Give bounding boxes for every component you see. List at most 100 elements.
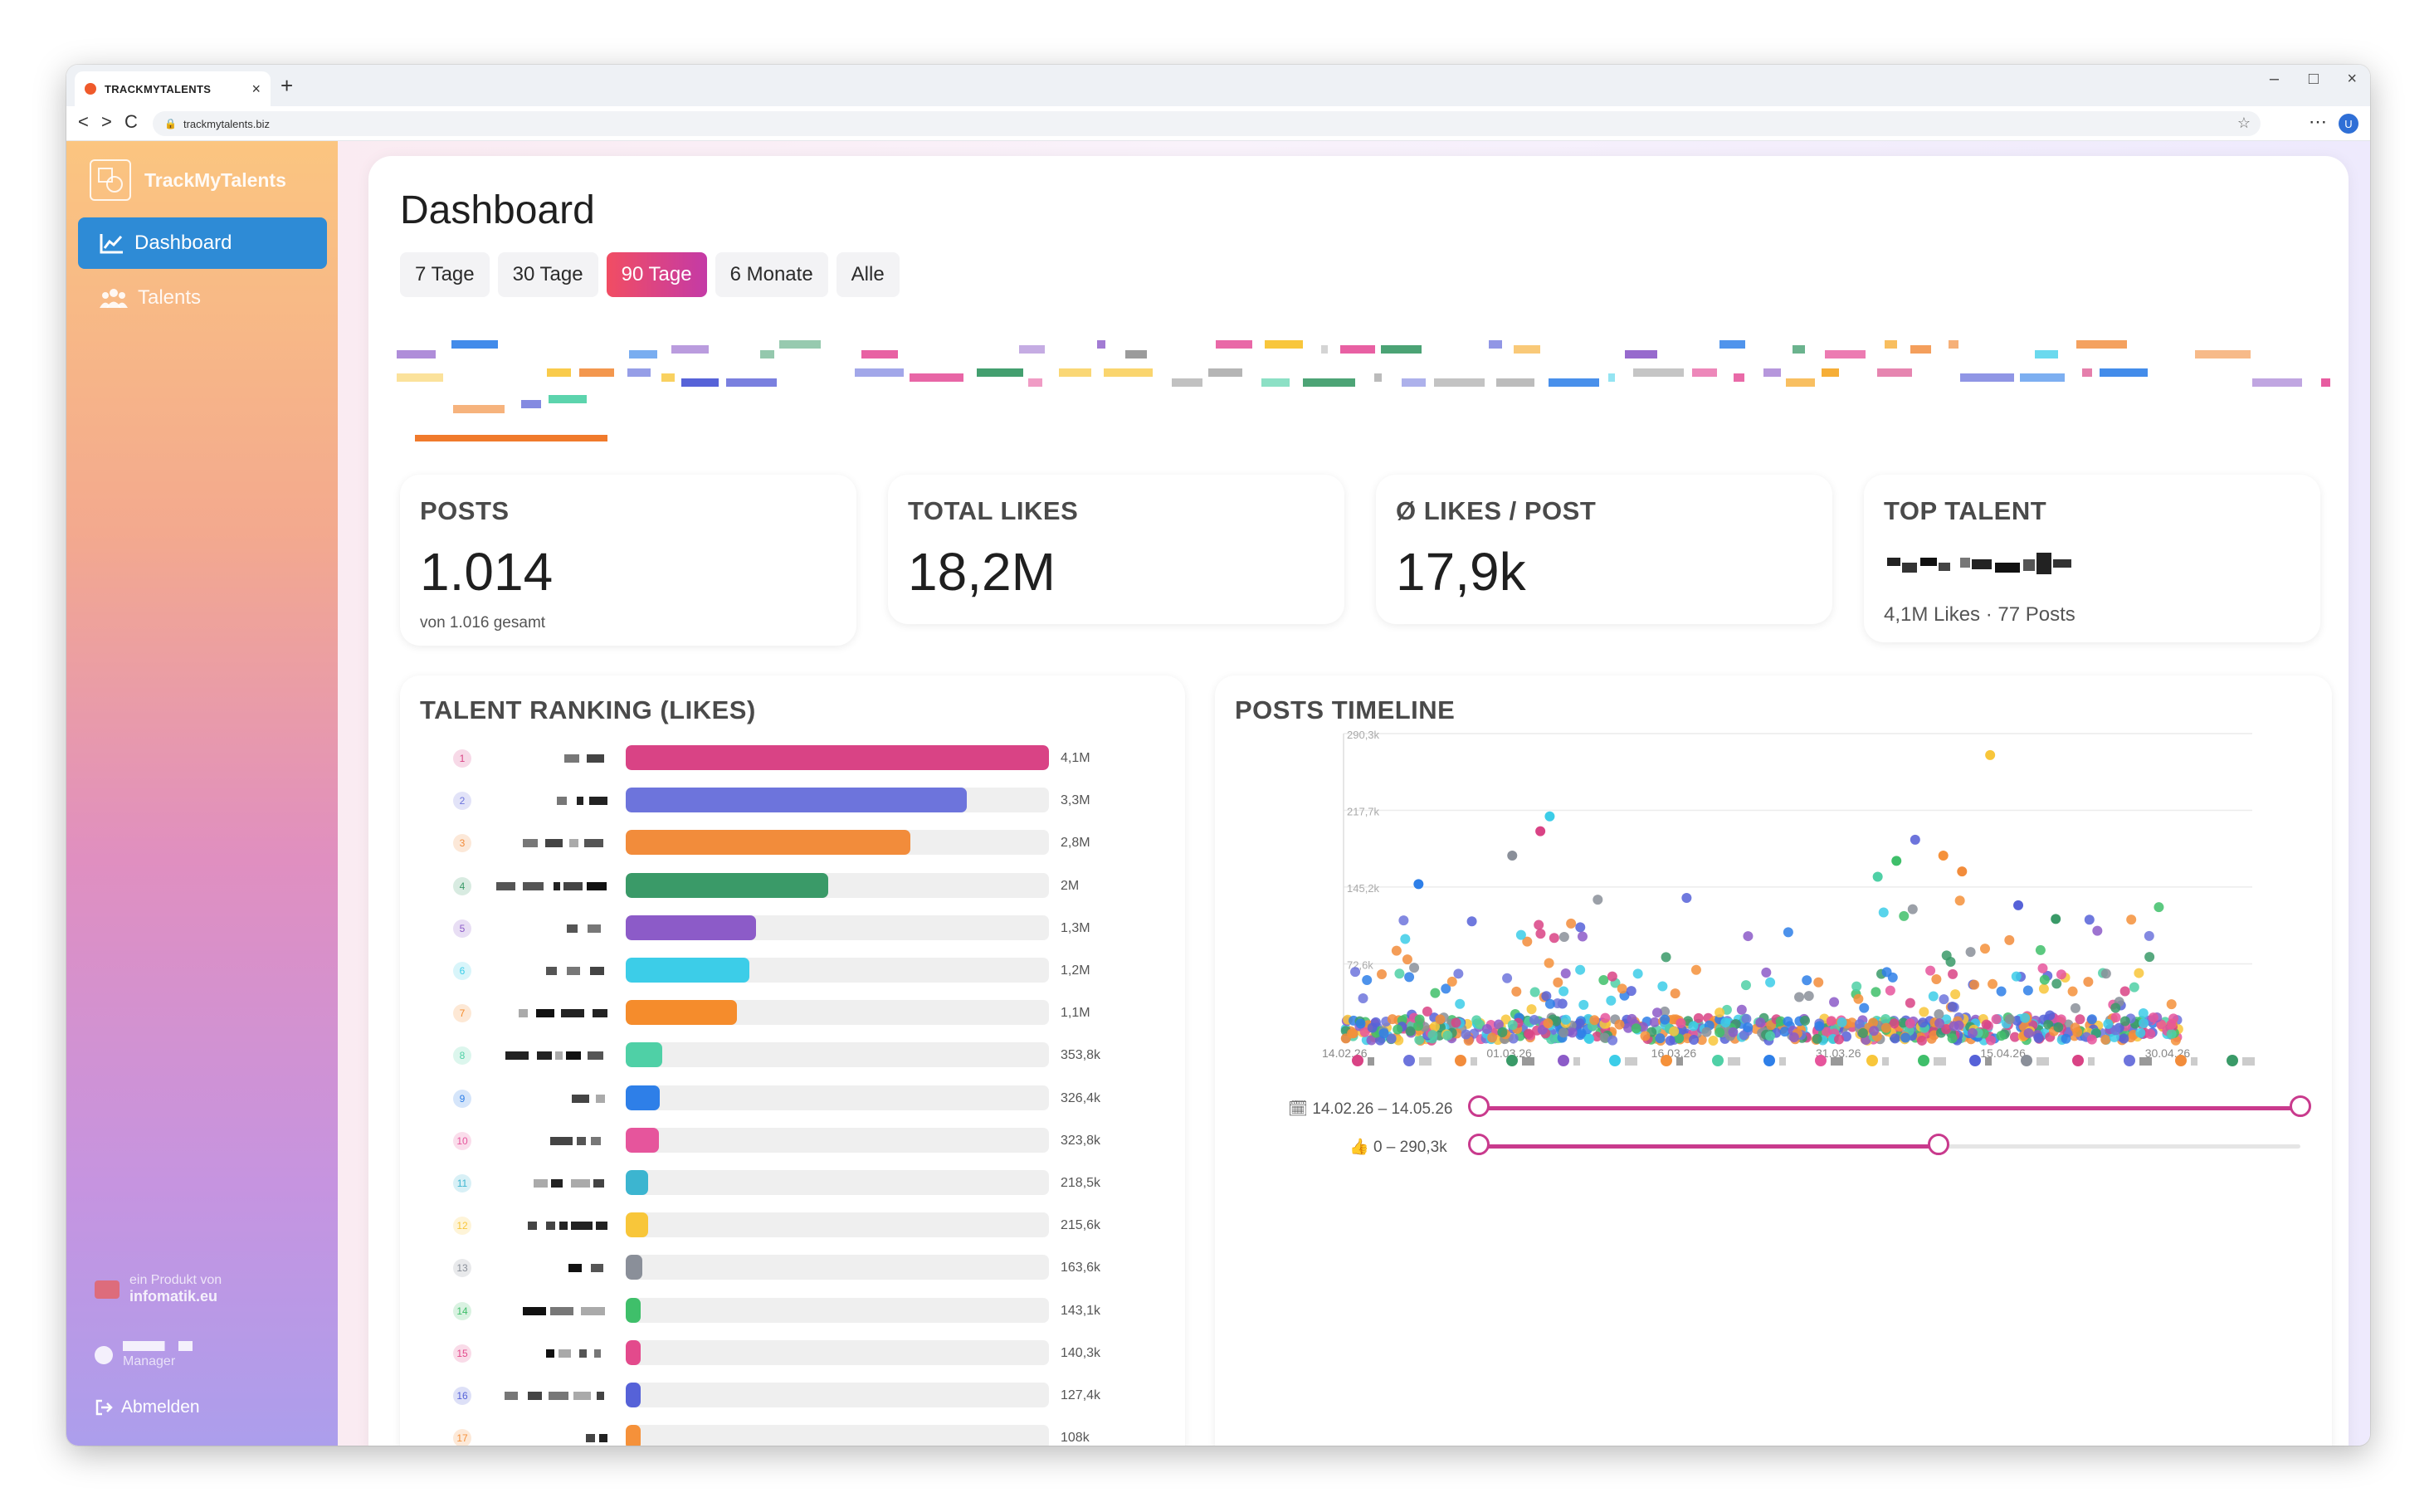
data-point[interactable] [2045, 1010, 2056, 1021]
data-point[interactable] [2011, 971, 2022, 982]
data-point[interactable] [1558, 1027, 1569, 1038]
data-point[interactable] [1367, 1022, 1378, 1033]
data-point[interactable] [2086, 1034, 2097, 1045]
data-point[interactable] [1500, 1014, 1511, 1025]
data-point[interactable] [1413, 879, 1424, 890]
data-point[interactable] [1402, 954, 1412, 965]
ranking-row[interactable]: 9 326,4k [453, 1085, 1167, 1110]
likes-range-max-handle[interactable] [1928, 1134, 1950, 1155]
data-point[interactable] [2168, 1013, 2179, 1024]
sidebar-item-talents[interactable]: Talents [78, 272, 327, 324]
ranking-row[interactable]: 3 2,8M [453, 830, 1167, 856]
brand[interactable]: TrackMyTalents [90, 159, 286, 201]
data-point[interactable] [1947, 1002, 1958, 1012]
data-point[interactable] [1461, 1029, 1471, 1040]
data-point[interactable] [2038, 983, 2049, 994]
data-point[interactable] [1708, 1035, 1719, 1046]
data-point[interactable] [1487, 1032, 1498, 1043]
legend-dot[interactable] [1609, 1055, 1621, 1066]
data-point[interactable] [1985, 749, 1996, 760]
profile-avatar[interactable]: U [2339, 114, 2358, 134]
tab-close-icon[interactable]: × [251, 80, 261, 97]
data-point[interactable] [1481, 1024, 1492, 1035]
data-point[interactable] [2100, 968, 2111, 979]
data-point[interactable] [1391, 945, 1402, 956]
data-point[interactable] [1851, 981, 1862, 992]
data-point[interactable] [1996, 986, 2007, 997]
ranking-row[interactable]: 16 127,4k [453, 1383, 1167, 1407]
data-point[interactable] [1560, 1014, 1571, 1025]
data-point[interactable] [1386, 1033, 1397, 1044]
ranking-row[interactable]: 4 2M [453, 872, 1167, 898]
data-point[interactable] [1701, 1027, 1712, 1037]
reload-icon[interactable]: C [124, 111, 138, 132]
data-point[interactable] [1910, 834, 1920, 845]
data-point[interactable] [1988, 978, 1998, 989]
data-point[interactable] [1558, 931, 1569, 942]
data-point[interactable] [1657, 981, 1668, 992]
data-point[interactable] [1938, 850, 1949, 861]
data-point[interactable] [1947, 1033, 1958, 1044]
data-point[interactable] [1578, 999, 1589, 1010]
data-point[interactable] [1649, 1017, 1660, 1027]
data-point[interactable] [1558, 986, 1569, 997]
data-point[interactable] [1887, 972, 1898, 983]
legend-dot[interactable] [1712, 1055, 1724, 1066]
data-point[interactable] [1626, 986, 1636, 997]
data-point[interactable] [1640, 1031, 1651, 1041]
data-point[interactable] [1526, 1004, 1537, 1015]
data-point[interactable] [2020, 1012, 2031, 1023]
data-point[interactable] [1429, 1021, 1440, 1032]
data-point[interactable] [2144, 930, 2154, 941]
data-point[interactable] [1674, 1033, 1685, 1044]
ranking-row[interactable]: 5 1,3M [453, 915, 1167, 940]
site-info-icon[interactable]: 🔒 [164, 118, 177, 129]
data-point[interactable] [1378, 1028, 1389, 1039]
data-point[interactable] [2110, 1025, 2121, 1036]
data-point[interactable] [1889, 1018, 1900, 1029]
data-point[interactable] [1800, 1015, 1811, 1026]
data-point[interactable] [1878, 907, 1889, 918]
data-point[interactable] [2119, 986, 2130, 997]
data-point[interactable] [1788, 1032, 1799, 1043]
ranking-row[interactable]: 13 163,6k [453, 1255, 1167, 1280]
data-point[interactable] [1859, 1002, 1870, 1013]
data-point[interactable] [1826, 1016, 1836, 1027]
data-point[interactable] [1813, 977, 1824, 988]
data-point[interactable] [1899, 910, 1910, 921]
minimize-icon[interactable]: – [2269, 70, 2279, 88]
data-point[interactable] [2067, 986, 2078, 997]
data-point[interactable] [1574, 1018, 1585, 1029]
data-point[interactable] [1715, 1027, 1725, 1038]
data-point[interactable] [1715, 1007, 1725, 1018]
data-point[interactable] [1802, 975, 1812, 986]
legend-dot[interactable] [1661, 1055, 1672, 1066]
data-point[interactable] [1950, 989, 1961, 1000]
data-point[interactable] [1829, 997, 1840, 1007]
data-point[interactable] [2166, 1028, 2177, 1039]
sidebar-item-dashboard[interactable]: Dashboard [78, 217, 327, 269]
data-point[interactable] [1455, 998, 1466, 1009]
forward-icon[interactable]: > [101, 111, 112, 132]
back-icon[interactable]: < [78, 111, 89, 132]
data-point[interactable] [2004, 1014, 2015, 1025]
data-point[interactable] [1655, 1033, 1666, 1044]
data-point[interactable] [2139, 1017, 2149, 1028]
data-point[interactable] [2135, 1027, 2146, 1038]
data-point[interactable] [1688, 1021, 1699, 1032]
data-point[interactable] [1934, 1018, 1945, 1029]
data-point[interactable] [1736, 1004, 1747, 1015]
date-range-end-handle[interactable] [2290, 1095, 2311, 1117]
data-point[interactable] [1471, 1015, 1482, 1026]
data-point[interactable] [1466, 916, 1477, 927]
data-point[interactable] [1900, 1032, 1911, 1043]
legend-dot[interactable] [2227, 1055, 2238, 1066]
data-point[interactable] [2035, 944, 2046, 955]
data-point[interactable] [1617, 983, 1627, 994]
data-point[interactable] [1681, 893, 1692, 904]
legend-dot[interactable] [2021, 1055, 2032, 1066]
legend-dot[interactable] [1815, 1055, 1827, 1066]
data-point[interactable] [1524, 1028, 1534, 1039]
data-point[interactable] [1979, 944, 1990, 954]
data-point[interactable] [1775, 1016, 1786, 1027]
